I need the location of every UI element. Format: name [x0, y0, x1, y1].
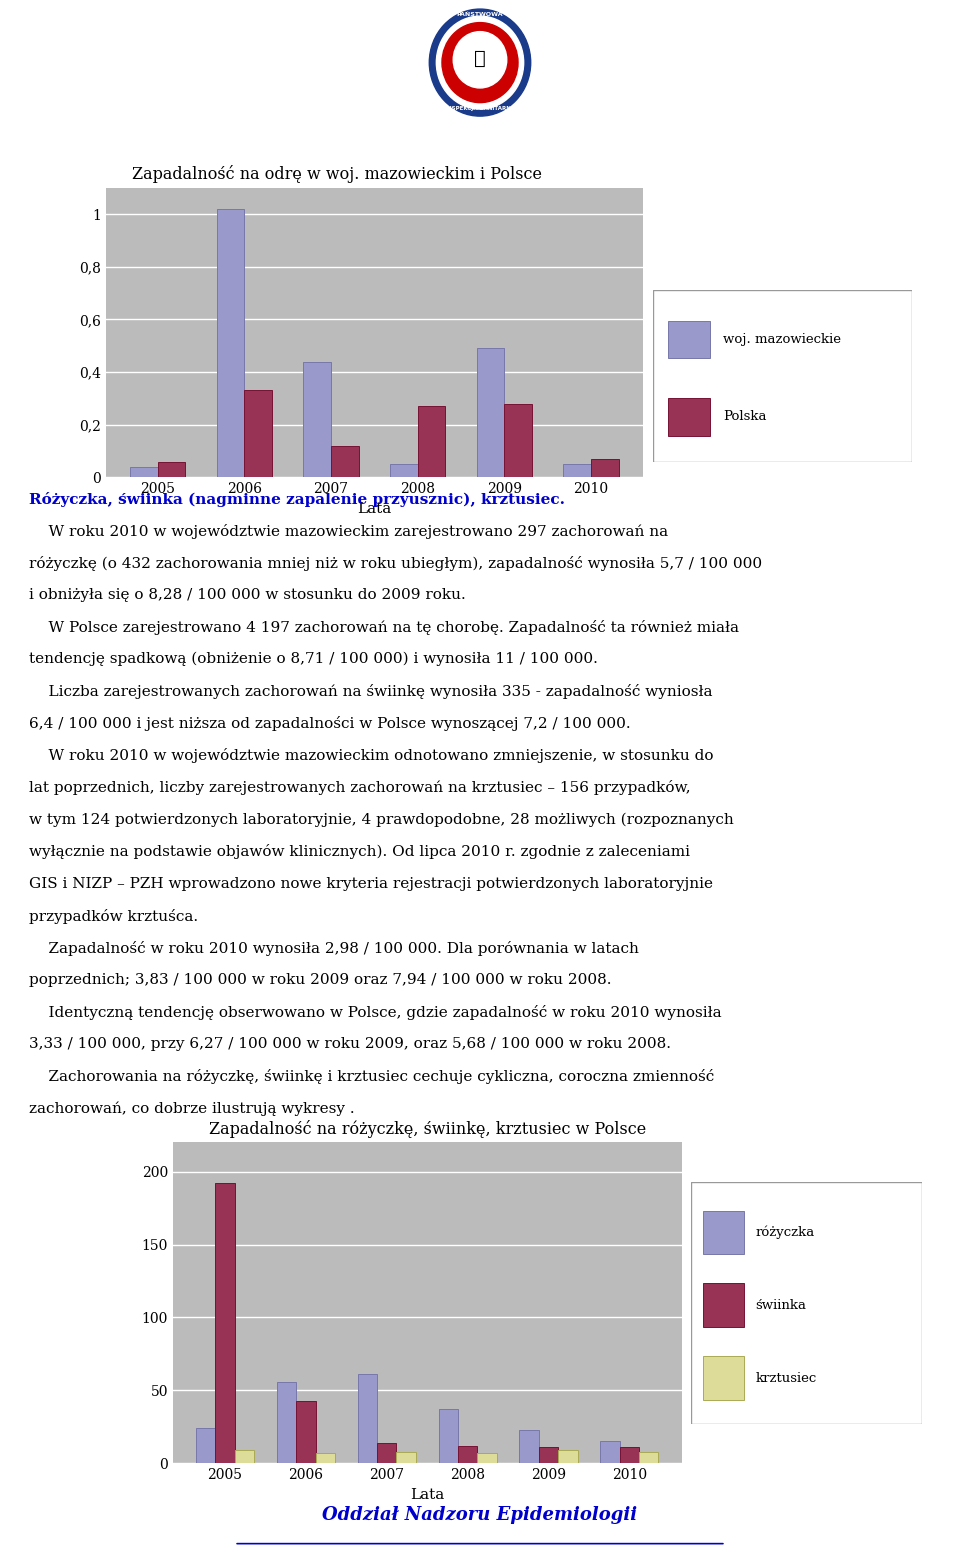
- Bar: [564, 465, 591, 477]
- Text: lat poprzednich, liczby zarejestrowanych zachorowań na krztusiec – 156 przypadkó: lat poprzednich, liczby zarejestrowanych…: [29, 781, 690, 795]
- Bar: [619, 1448, 639, 1463]
- Text: zachorowań, co dobrze ilustrują wykresy .: zachorowań, co dobrze ilustrują wykresy …: [29, 1102, 354, 1116]
- Ellipse shape: [437, 16, 523, 110]
- Bar: [504, 404, 532, 477]
- Bar: [331, 446, 359, 477]
- Bar: [639, 1452, 659, 1463]
- Text: przypadków krztuśca.: przypadków krztuśca.: [29, 909, 198, 923]
- Text: świinka: świinka: [756, 1299, 806, 1311]
- Text: Różyczka, świinka (nagminne zapalenie przyusznic), krztusiec.: Różyczka, świinka (nagminne zapalenie pr…: [29, 491, 564, 507]
- Bar: [235, 1451, 254, 1463]
- Text: 🦅: 🦅: [474, 49, 486, 67]
- FancyBboxPatch shape: [653, 290, 912, 462]
- Text: W roku 2010 w województwie mazowieckim zarejestrowano 297 zachorowań na: W roku 2010 w województwie mazowieckim z…: [29, 524, 668, 538]
- Ellipse shape: [429, 9, 531, 116]
- Text: różyczkę (o 432 zachorowania mniej niż w roku ubiegłym), zapadalność wynosiła 5,: różyczkę (o 432 zachorowania mniej niż w…: [29, 556, 762, 571]
- Text: Oddział Nadzoru Epidemiologii: Oddział Nadzoru Epidemiologii: [323, 1506, 637, 1524]
- Text: krztusiec: krztusiec: [756, 1371, 817, 1385]
- Bar: [703, 1357, 744, 1399]
- Bar: [316, 1452, 335, 1463]
- Bar: [418, 407, 445, 477]
- Ellipse shape: [442, 22, 518, 103]
- Bar: [396, 1452, 416, 1463]
- Text: poprzednich; 3,83 / 100 000 w roku 2009 oraz 7,94 / 100 000 w roku 2008.: poprzednich; 3,83 / 100 000 w roku 2009 …: [29, 973, 612, 988]
- Bar: [157, 462, 185, 477]
- Text: i obniżyła się o 8,28 / 100 000 w stosunku do 2009 roku.: i obniżyła się o 8,28 / 100 000 w stosun…: [29, 588, 466, 603]
- Bar: [276, 1382, 297, 1463]
- Bar: [458, 1446, 477, 1463]
- Bar: [519, 1430, 539, 1463]
- Title: Zapadalność na różyczkę, świinkę, krztusiec w Polsce: Zapadalność na różyczkę, świinkę, krztus…: [208, 1121, 646, 1138]
- Bar: [196, 1429, 215, 1463]
- Bar: [558, 1451, 578, 1463]
- Bar: [703, 1211, 744, 1255]
- Text: różyczka: różyczka: [756, 1225, 815, 1239]
- Bar: [668, 398, 709, 435]
- Bar: [377, 1443, 396, 1463]
- Bar: [703, 1283, 744, 1327]
- Text: Zapadalność na odrę w woj. mazowieckim i Polsce: Zapadalność na odrę w woj. mazowieckim i…: [132, 166, 542, 183]
- Bar: [217, 208, 245, 477]
- Text: Identyczną tendencję obserwowano w Polsce, gdzie zapadalność w roku 2010 wynosił: Identyczną tendencję obserwowano w Polsc…: [29, 1005, 721, 1020]
- Text: W Polsce zarejestrowano 4 197 zachorowań na tę chorobę. Zapadalność ta również m: W Polsce zarejestrowano 4 197 zachorowań…: [29, 620, 739, 635]
- Bar: [390, 465, 418, 477]
- Text: 3,33 / 100 000, przy 6,27 / 100 000 w roku 2009, oraz 5,68 / 100 000 w roku 2008: 3,33 / 100 000, przy 6,27 / 100 000 w ro…: [29, 1038, 671, 1052]
- Text: 6,4 / 100 000 i jest niższa od zapadalności w Polsce wynoszącej 7,2 / 100 000.: 6,4 / 100 000 i jest niższa od zapadalno…: [29, 717, 631, 731]
- Text: Polska: Polska: [723, 410, 766, 424]
- X-axis label: Lata: Lata: [357, 502, 392, 516]
- Text: tendencję spadkową (obniżenie o 8,71 / 100 000) i wynosiła 11 / 100 000.: tendencję spadkową (obniżenie o 8,71 / 1…: [29, 653, 598, 667]
- Text: Zapadalność w roku 2010 wynosiła 2,98 / 100 000. Dla porównania w latach: Zapadalność w roku 2010 wynosiła 2,98 / …: [29, 941, 638, 956]
- Bar: [358, 1374, 377, 1463]
- Bar: [130, 466, 157, 477]
- Text: PAŃSTWOWA: PAŃSTWOWA: [457, 13, 503, 17]
- Ellipse shape: [453, 31, 507, 88]
- X-axis label: Lata: Lata: [410, 1488, 444, 1502]
- Bar: [297, 1401, 316, 1463]
- Bar: [539, 1448, 558, 1463]
- Text: GIS i NIZP – PZH wprowadzono nowe kryteria rejestracji potwierdzonych laboratory: GIS i NIZP – PZH wprowadzono nowe kryter…: [29, 876, 712, 890]
- Bar: [215, 1183, 235, 1463]
- Text: wyłącznie na podstawie objawów klinicznych). Od lipca 2010 r. zgodnie z zaleceni: wyłącznie na podstawie objawów kliniczny…: [29, 845, 690, 859]
- Bar: [439, 1410, 458, 1463]
- Text: Liczba zarejestrowanych zachorowań na świinkę wynosiła 335 - zapadalność wyniosł: Liczba zarejestrowanych zachorowań na św…: [29, 684, 712, 700]
- Bar: [591, 459, 619, 477]
- Text: W roku 2010 w województwie mazowieckim odnotowano zmniejszenie, w stosunku do: W roku 2010 w województwie mazowieckim o…: [29, 748, 713, 764]
- Bar: [245, 391, 272, 477]
- FancyBboxPatch shape: [691, 1182, 922, 1424]
- Bar: [477, 349, 504, 477]
- Bar: [668, 321, 709, 358]
- Text: Zachorowania na różyczkę, świinkę i krztusiec cechuje cykliczna, coroczna zmienn: Zachorowania na różyczkę, świinkę i krzt…: [29, 1069, 714, 1085]
- Bar: [303, 362, 331, 477]
- Bar: [600, 1441, 619, 1463]
- Bar: [477, 1452, 496, 1463]
- Text: woj. mazowieckie: woj. mazowieckie: [723, 333, 841, 346]
- Text: w tym 124 potwierdzonych laboratoryjnie, 4 prawdopodobne, 28 możliwych (rozpozna: w tym 124 potwierdzonych laboratoryjnie,…: [29, 812, 733, 826]
- Text: INSPEKCJA SANITARNA: INSPEKCJA SANITARNA: [444, 106, 516, 111]
